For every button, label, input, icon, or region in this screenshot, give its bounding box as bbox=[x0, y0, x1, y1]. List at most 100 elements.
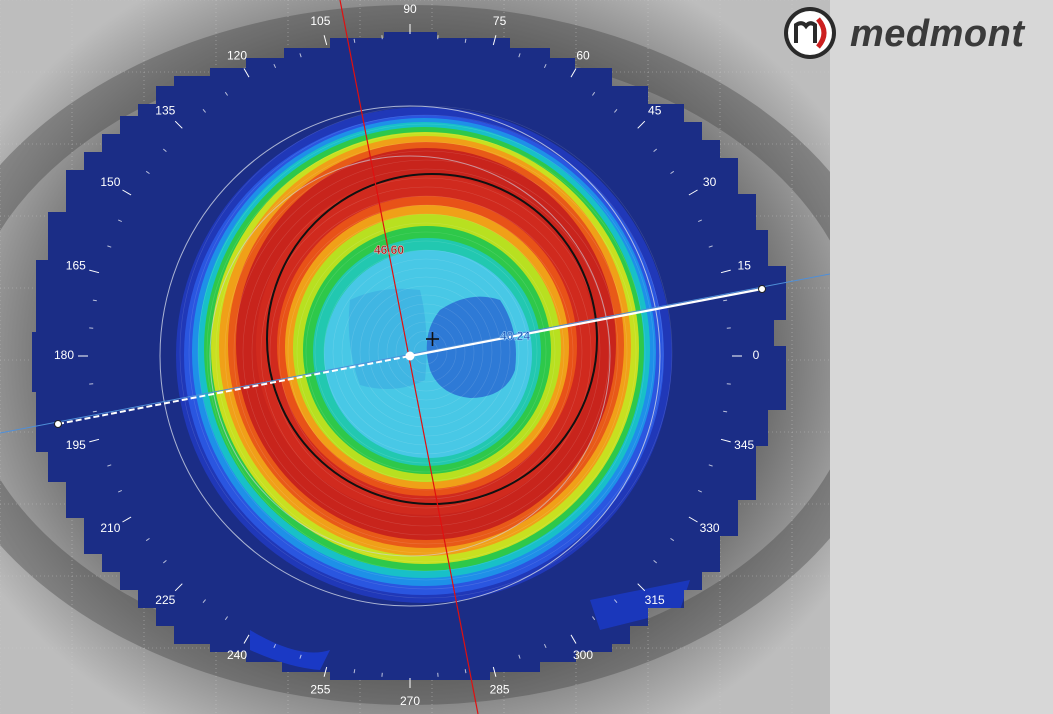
angle-minor-tick bbox=[162, 148, 167, 152]
mire-ring bbox=[224, 150, 628, 554]
angle-label-315: 315 bbox=[645, 593, 665, 607]
mire-ring bbox=[359, 285, 493, 419]
reference-circle-mid bbox=[209, 155, 611, 557]
mire-ring bbox=[404, 330, 448, 374]
angle-label-15: 15 bbox=[738, 259, 752, 273]
right-value-label: 40.24 bbox=[500, 329, 530, 343]
corneal-topography-map[interactable]: 0 15 30 45 60 75 90 105 120 135 150 165 180 195 210 225… bbox=[0, 0, 830, 714]
mire-ring bbox=[278, 204, 574, 500]
angle-minor-tick bbox=[670, 537, 675, 542]
reference-circle-outer bbox=[159, 105, 661, 607]
angle-minor-tick bbox=[162, 560, 167, 564]
angle-minor-tick bbox=[273, 63, 277, 69]
mire-ring bbox=[188, 114, 664, 590]
mire-ring bbox=[377, 303, 475, 401]
mire-ring bbox=[386, 312, 466, 392]
angle-tick bbox=[122, 189, 132, 196]
profile-line-dashed[interactable] bbox=[57, 355, 411, 425]
angle-minor-tick bbox=[614, 599, 618, 604]
angle-tick bbox=[570, 68, 577, 78]
mire-ring bbox=[296, 222, 556, 482]
angle-tick bbox=[174, 583, 183, 592]
profile-handle-right[interactable] bbox=[758, 285, 766, 293]
mire-ring bbox=[314, 240, 538, 464]
angle-minor-tick bbox=[723, 410, 728, 413]
angle-tick bbox=[89, 438, 100, 443]
mire-ring bbox=[341, 267, 511, 437]
mire-ring bbox=[413, 339, 439, 365]
angle-minor-tick bbox=[464, 38, 467, 43]
angle-minor-tick bbox=[723, 299, 728, 302]
mire-ring bbox=[260, 186, 592, 518]
angle-minor-tick bbox=[708, 464, 713, 467]
brand-name: medmont bbox=[850, 13, 1025, 55]
mire-ring bbox=[242, 168, 610, 536]
angle-minor-tick bbox=[273, 643, 277, 649]
mire-ring bbox=[215, 141, 637, 563]
medmont-logo: medmont bbox=[780, 3, 1050, 67]
angle-label-240: 240 bbox=[227, 648, 247, 662]
angle-minor-tick bbox=[117, 219, 123, 223]
angle-minor-tick bbox=[518, 654, 521, 659]
mire-ring bbox=[395, 321, 457, 383]
angle-minor-tick bbox=[697, 219, 703, 223]
angle-tick bbox=[323, 666, 328, 677]
angle-minor-tick bbox=[107, 464, 112, 467]
angle-tick bbox=[720, 438, 731, 443]
angle-minor-tick bbox=[591, 616, 596, 621]
upper-value-label: 46.60 bbox=[374, 243, 404, 257]
mire-rings bbox=[179, 105, 673, 599]
mire-ring bbox=[368, 294, 484, 410]
eyelid-shadow bbox=[0, 5, 830, 705]
angle-minor-tick bbox=[92, 299, 97, 302]
medmont-logo-icon bbox=[784, 7, 836, 59]
angle-minor-tick bbox=[145, 170, 150, 175]
angle-minor-tick bbox=[543, 63, 547, 69]
mire-ring bbox=[305, 231, 547, 473]
center-blue-secondary bbox=[348, 288, 427, 389]
angle-label-270: 270 bbox=[400, 694, 420, 708]
angle-label-135: 135 bbox=[155, 103, 175, 117]
angle-minor-tick bbox=[653, 148, 658, 152]
angle-tick bbox=[688, 189, 698, 196]
angle-minor-tick bbox=[543, 643, 547, 649]
angle-label-0: 0 bbox=[753, 348, 760, 362]
angle-tick bbox=[570, 634, 577, 644]
angle-label-165: 165 bbox=[66, 259, 86, 273]
mire-ring bbox=[350, 276, 502, 428]
angle-tick bbox=[492, 666, 497, 677]
angle-tick bbox=[720, 269, 731, 274]
mire-ring bbox=[323, 249, 529, 455]
angle-label-150: 150 bbox=[100, 175, 120, 189]
angle-minor-tick bbox=[670, 170, 675, 175]
angle-minor-tick bbox=[145, 537, 150, 542]
angle-minor-tick bbox=[107, 245, 112, 248]
profile-line-solid[interactable] bbox=[409, 287, 763, 358]
apex-cross bbox=[426, 332, 439, 346]
profile-handle-left[interactable] bbox=[54, 420, 62, 428]
angle-minor-tick bbox=[92, 410, 97, 413]
angle-tick bbox=[89, 269, 100, 274]
angle-tick bbox=[243, 634, 250, 644]
angle-label-225: 225 bbox=[155, 593, 175, 607]
angle-minor-tick bbox=[614, 108, 618, 113]
angle-label-345: 345 bbox=[734, 438, 754, 452]
angle-minor-tick bbox=[299, 654, 302, 659]
angle-tick bbox=[174, 120, 183, 129]
angle-label-75: 75 bbox=[493, 14, 507, 28]
angle-label-330: 330 bbox=[700, 521, 720, 535]
angle-label-105: 105 bbox=[310, 14, 330, 28]
angle-minor-tick bbox=[299, 53, 302, 58]
angle-label-60: 60 bbox=[576, 49, 590, 63]
angle-minor-tick bbox=[224, 616, 229, 621]
center-cross[interactable] bbox=[405, 351, 415, 361]
angle-tick bbox=[637, 120, 646, 129]
mire-ring bbox=[233, 159, 619, 545]
angle-minor-tick bbox=[117, 489, 123, 493]
topography-viewport[interactable]: 0 15 30 45 60 75 90 105 120 135 150 165 180 195 210 225… bbox=[0, 0, 830, 714]
side-panel bbox=[830, 0, 1053, 714]
angle-labels: 0 15 30 45 60 75 90 105 120 135 150 165 180 195 210 225… bbox=[54, 2, 760, 708]
angle-label-285: 285 bbox=[490, 682, 510, 696]
angle-minor-tick bbox=[202, 599, 206, 604]
angle-tick bbox=[637, 583, 646, 592]
